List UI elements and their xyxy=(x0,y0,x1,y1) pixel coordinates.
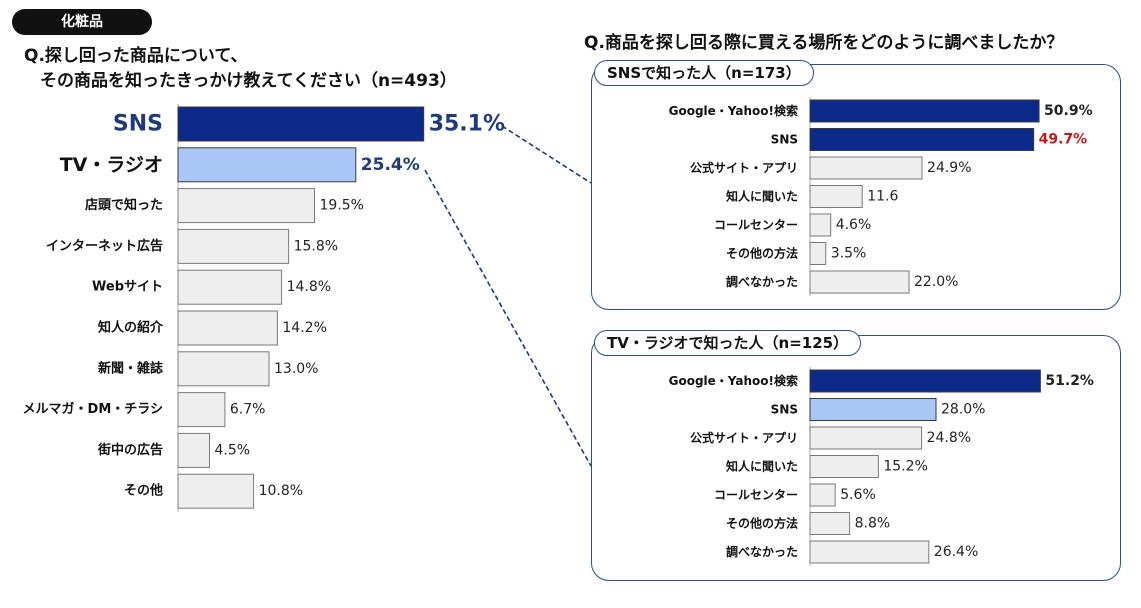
main-chart-value-label: 10.8% xyxy=(259,483,303,499)
tv-chart-value-label: 51.2% xyxy=(1045,373,1094,389)
sns-chart-value-label: 4.6% xyxy=(836,217,872,233)
sns-chart-category-label: Google・Yahoo!検索 xyxy=(669,103,798,118)
main-chart-value-label: 15.8% xyxy=(294,238,338,254)
tv-chart-value-label: 28.0% xyxy=(941,402,985,418)
sns-chart-bar xyxy=(809,99,1040,123)
main-chart-bar xyxy=(177,310,278,346)
sns-chart-category-label: その他の方法 xyxy=(726,246,798,261)
tv-chart-value-label: 26.4% xyxy=(934,544,978,560)
tv-chart-bar xyxy=(809,483,836,507)
main-chart-bar xyxy=(177,188,315,224)
main-chart-category-label: メルマガ・DM・チラシ xyxy=(23,402,163,417)
sns-panel-title: SNSで知った人（n=173） xyxy=(594,60,814,86)
sns-chart-bar xyxy=(809,156,923,180)
sns-chart-bar xyxy=(809,213,832,237)
sns-chart-category-label: 公式サイト・アプリ xyxy=(690,160,798,175)
left-question-line2: その商品を知ったきっかけ教えてください（n=493） xyxy=(40,71,457,91)
sns-chart-value-label: 22.0% xyxy=(914,274,958,290)
main-chart-bar xyxy=(177,147,357,183)
main-chart-value-label: 13.0% xyxy=(274,361,318,377)
left-question: Q.探し回った商品について、 その商品を知ったきっかけ教えてください（n=493… xyxy=(24,44,457,94)
main-chart-value-label: 14.2% xyxy=(282,320,326,336)
main-chart-value-label: 19.5% xyxy=(320,198,364,214)
sns-chart-bar xyxy=(809,185,863,208)
tv-chart-value-label: 8.8% xyxy=(855,516,891,532)
main-chart-category-label: SNS xyxy=(113,112,163,137)
tv-chart-bar xyxy=(809,540,930,564)
tv-chart-category-label: 公式サイト・アプリ xyxy=(690,430,798,445)
main-chart-bar xyxy=(177,392,226,428)
tv-chart-bar xyxy=(809,398,937,421)
tv-chart-category-label: コールセンター xyxy=(714,488,798,502)
tv-chart-value-label: 15.2% xyxy=(883,459,927,475)
sns-chart-value-label: 50.9% xyxy=(1044,103,1093,119)
right-question: Q.商品を探し回る際に買える場所をどのように調べましたか？ xyxy=(584,33,1064,53)
main-chart-value-label: 6.7% xyxy=(230,402,266,418)
main-chart-bar xyxy=(177,106,425,142)
sns-chart-value-label: 49.7% xyxy=(1039,132,1088,148)
main-chart-category-label: 街中の広告 xyxy=(97,442,163,458)
main-chart-value-label: 25.4% xyxy=(361,155,420,175)
sns-chart-bar xyxy=(809,242,827,265)
sns-chart-value-label: 11.6 xyxy=(867,189,898,205)
tv-chart-bar xyxy=(809,455,879,478)
main-chart-bar xyxy=(177,351,270,387)
tv-chart-bar xyxy=(809,426,923,450)
connector-tv-radio xyxy=(424,169,592,467)
sns-chart-bar xyxy=(809,128,1035,151)
main-chart-value-label: 14.8% xyxy=(287,279,331,295)
main-chart-category-label: 知人の紹介 xyxy=(98,320,164,336)
tv-chart-value-label: 24.8% xyxy=(927,430,971,446)
connector-sns xyxy=(501,125,592,184)
left-question-line1: Q.探し回った商品について、 xyxy=(24,46,248,66)
tv-chart-bar xyxy=(809,369,1041,393)
main-chart-bar xyxy=(177,473,255,509)
sns-chart-category-label: SNS xyxy=(771,133,798,147)
main-chart-category-label: Webサイト xyxy=(92,280,163,295)
main-chart-category-label: その他 xyxy=(124,483,163,499)
main-chart-category-label: 店頭で知った xyxy=(85,197,163,213)
tv-chart-bar xyxy=(809,512,851,535)
sns-chart-value-label: 24.9% xyxy=(927,160,971,176)
main-chart-bar xyxy=(177,228,290,264)
sns-chart-category-label: 知人に聞いた xyxy=(725,189,798,204)
main-chart-category-label: TV・ラジオ xyxy=(60,154,163,176)
main-chart-bar xyxy=(177,269,283,305)
tv-radio-panel-title: TV・ラジオで知った人（n=125） xyxy=(594,330,862,356)
tv-chart-value-label: 5.6% xyxy=(840,487,876,503)
main-chart-category-label: インターネット広告 xyxy=(46,238,163,254)
sns-chart-category-label: コールセンター xyxy=(714,218,798,232)
main-chart-value-label: 35.1% xyxy=(429,112,505,137)
tv-chart-category-label: その他の方法 xyxy=(726,516,798,531)
tv-chart-category-label: SNS xyxy=(771,403,798,417)
tv-chart-category-label: 調べなかった xyxy=(726,544,798,559)
sns-chart-category-label: 調べなかった xyxy=(726,274,798,289)
sns-chart-bar xyxy=(809,270,910,294)
tv-chart-category-label: Google・Yahoo!検索 xyxy=(669,373,798,388)
main-chart-category-label: 新聞・雑誌 xyxy=(98,360,163,376)
main-chart-bar xyxy=(177,432,210,468)
main-chart-value-label: 4.5% xyxy=(215,442,251,458)
tv-chart-category-label: 知人に聞いた xyxy=(725,459,798,474)
category-badge: 化粧品 xyxy=(12,9,152,35)
sns-chart-value-label: 3.5% xyxy=(831,246,867,262)
